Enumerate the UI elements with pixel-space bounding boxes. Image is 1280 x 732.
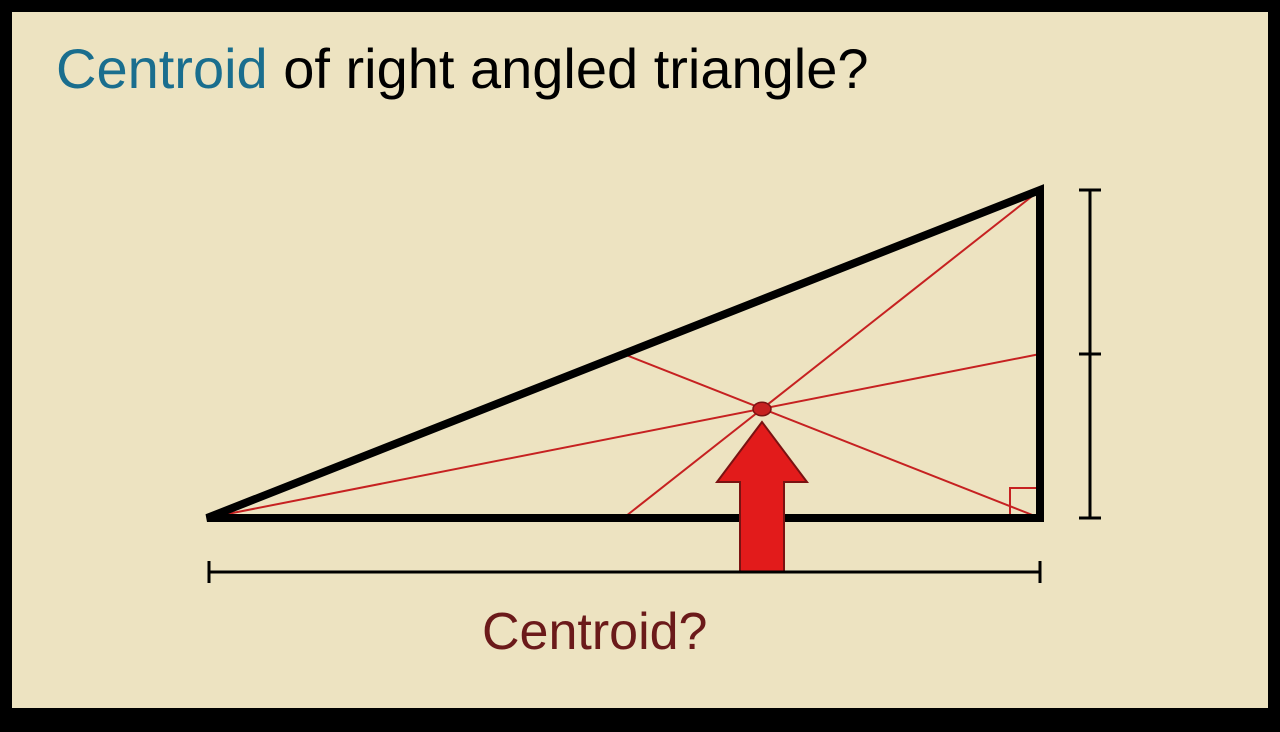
canvas-frame: Centroid of right angled triangle? Centr… [0,0,1280,720]
horizontal-dimension [209,561,1040,583]
arrow-pointer [717,422,807,572]
vertical-dimension [1079,190,1101,518]
median-a [207,354,1040,518]
median-c [624,190,1041,518]
median-b [624,354,1041,518]
centroid-point [753,402,771,416]
centroid-label: Centroid? [482,602,707,662]
right-angle-marker [1010,488,1040,518]
